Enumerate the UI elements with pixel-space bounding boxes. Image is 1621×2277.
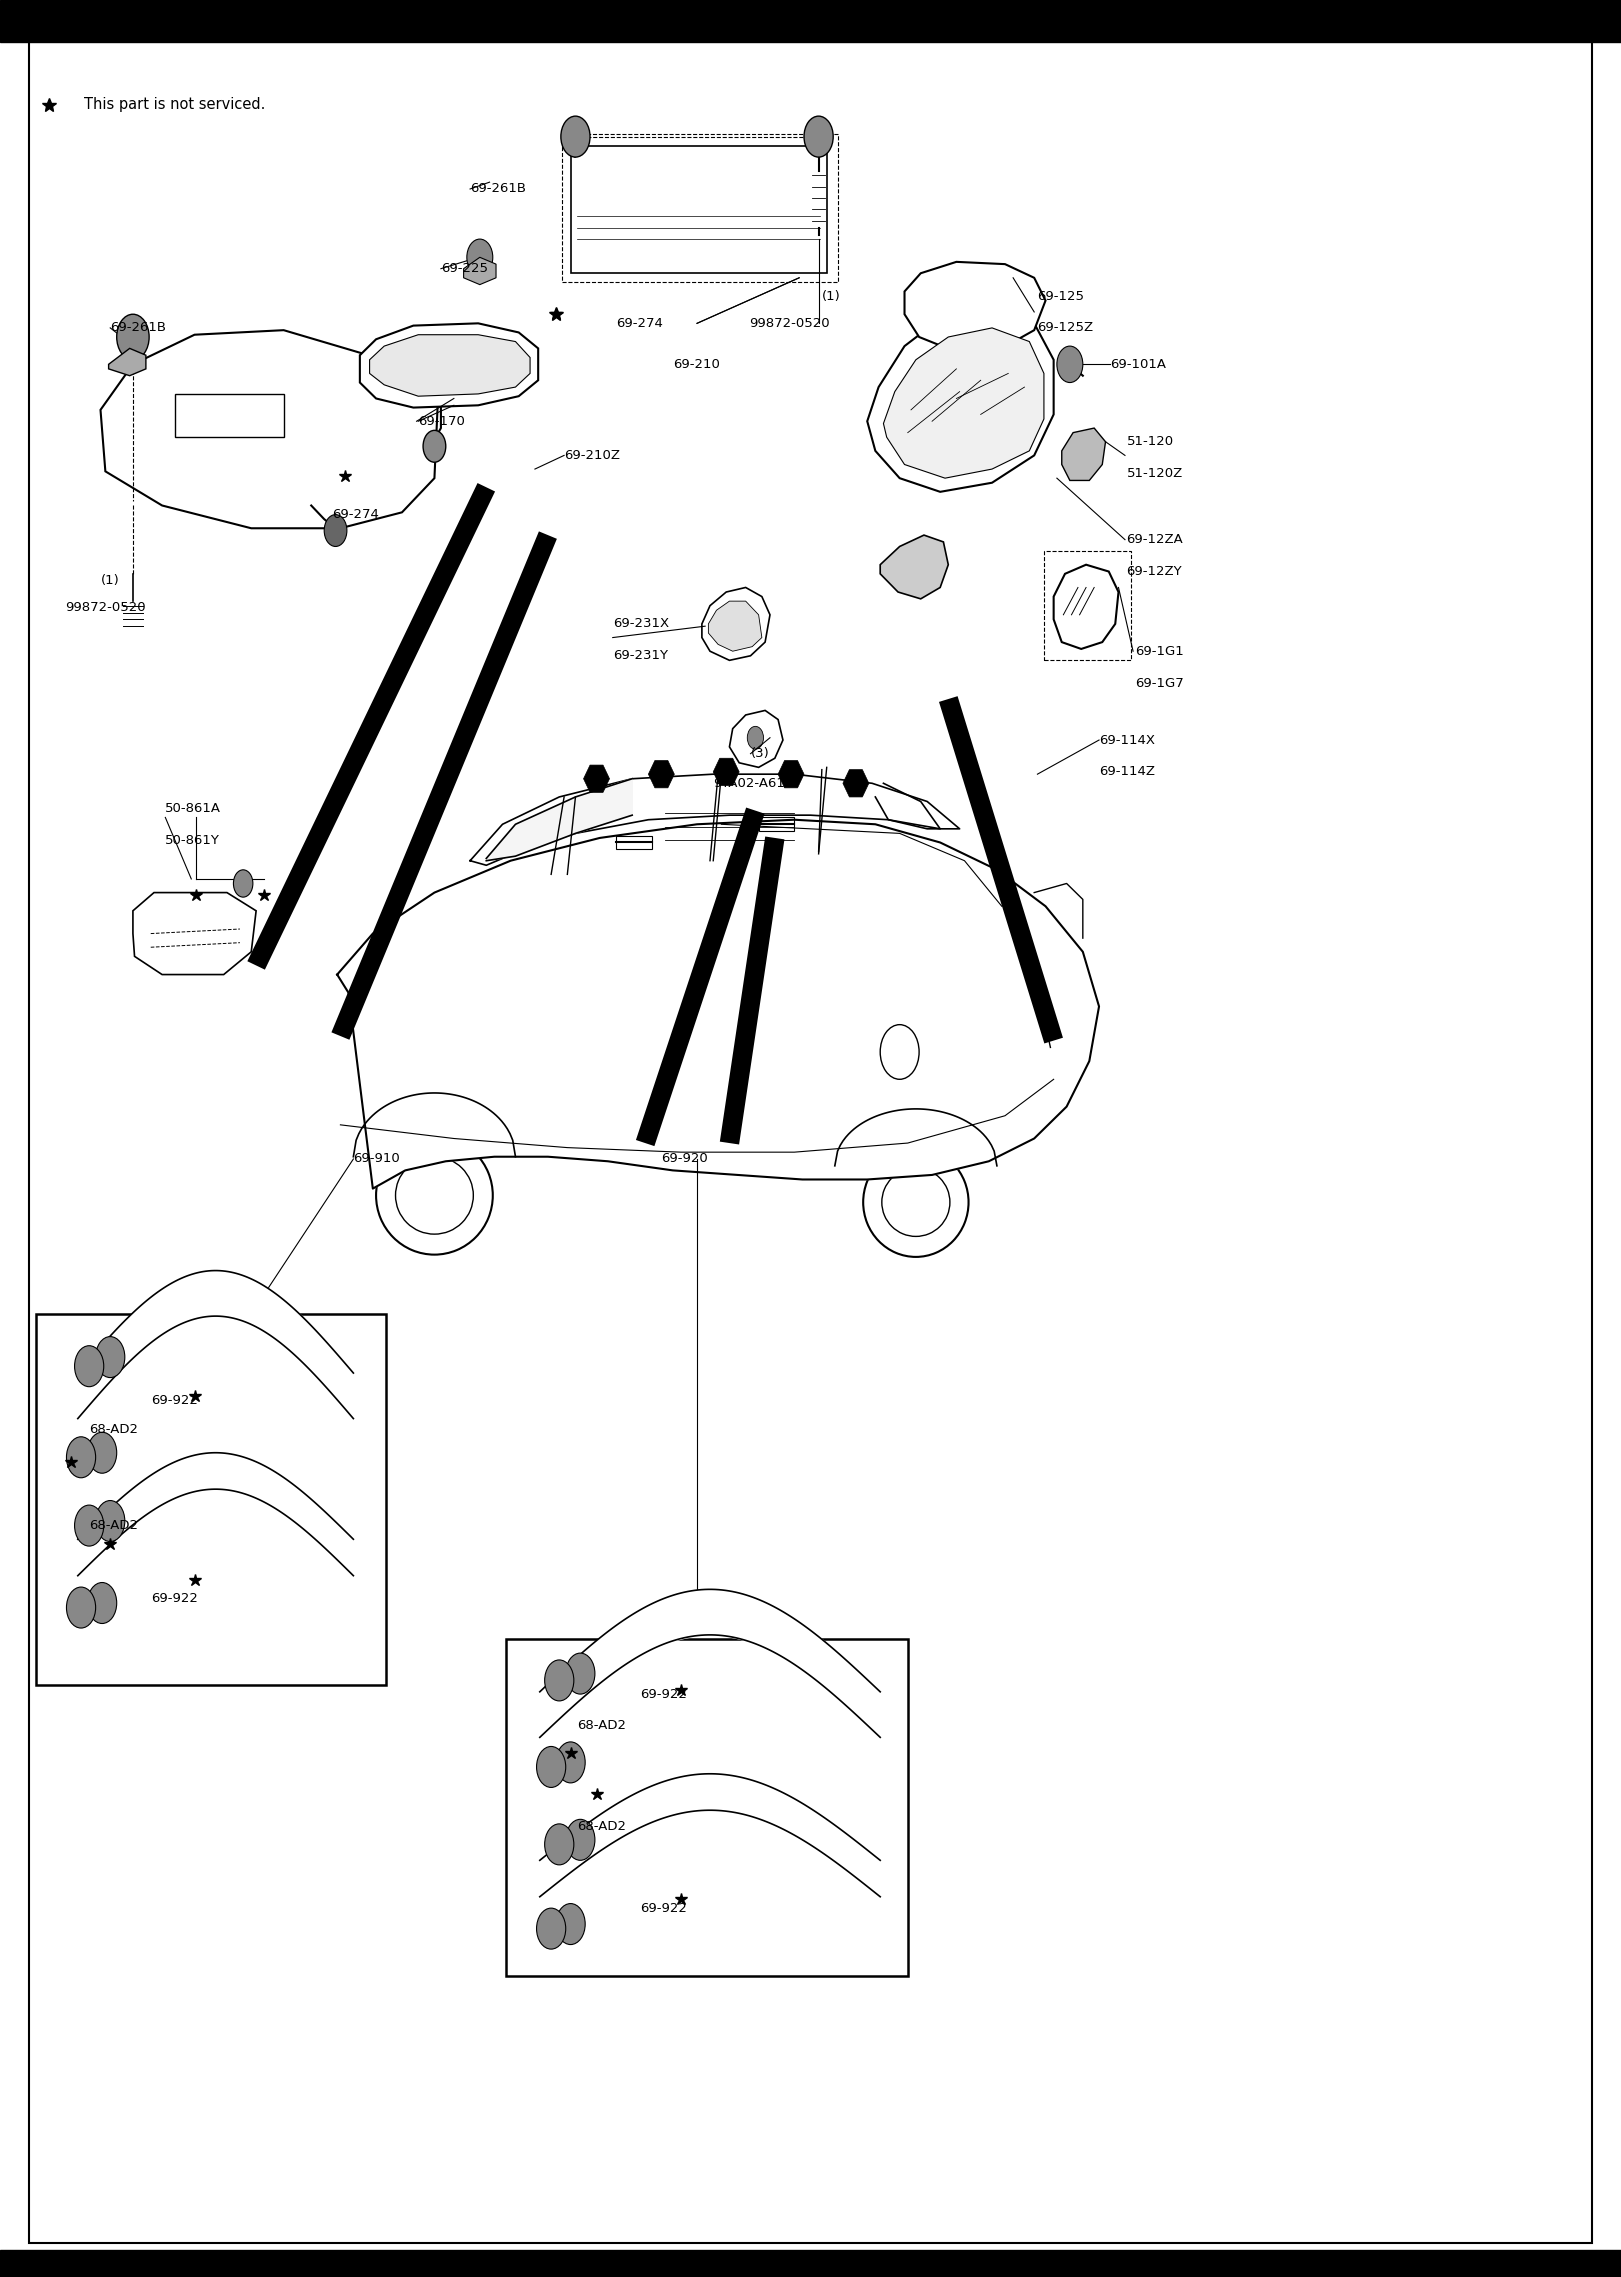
- Circle shape: [545, 1824, 574, 1865]
- Bar: [36, 1314, 386, 1685]
- Text: This part is not serviced.: This part is not serviced.: [84, 98, 266, 112]
- Bar: [1044, 551, 1131, 660]
- Circle shape: [804, 116, 833, 157]
- Polygon shape: [109, 348, 146, 376]
- Circle shape: [233, 870, 253, 897]
- Text: 68-AD2: 68-AD2: [89, 1423, 138, 1437]
- Polygon shape: [648, 761, 674, 788]
- Text: 69-170: 69-170: [418, 414, 465, 428]
- Polygon shape: [370, 335, 530, 396]
- Circle shape: [556, 1742, 585, 1783]
- Text: 69-261B: 69-261B: [110, 321, 167, 335]
- Circle shape: [537, 1746, 566, 1787]
- Text: 50-861Y: 50-861Y: [165, 833, 220, 847]
- Text: 69-101A: 69-101A: [1110, 357, 1167, 371]
- Polygon shape: [867, 310, 1054, 492]
- Bar: [0, 0, 1621, 41]
- Circle shape: [75, 1346, 104, 1387]
- Bar: [0, 2250, 1621, 2277]
- Circle shape: [561, 116, 590, 157]
- Circle shape: [747, 726, 763, 749]
- Text: 68-AD2: 68-AD2: [577, 1719, 626, 1733]
- Circle shape: [66, 1587, 96, 1628]
- Circle shape: [423, 430, 446, 462]
- Text: 68-AD2: 68-AD2: [89, 1519, 138, 1532]
- Polygon shape: [713, 758, 739, 786]
- Polygon shape: [702, 587, 770, 660]
- Circle shape: [66, 1437, 96, 1478]
- Circle shape: [88, 1432, 117, 1473]
- Text: 69-910: 69-910: [353, 1152, 400, 1166]
- Polygon shape: [729, 710, 783, 767]
- Circle shape: [467, 239, 493, 276]
- Circle shape: [556, 1904, 585, 1945]
- Text: 69-125: 69-125: [1037, 289, 1084, 303]
- Circle shape: [566, 1653, 595, 1694]
- Text: 69-12ZY: 69-12ZY: [1127, 565, 1182, 578]
- Polygon shape: [880, 535, 948, 599]
- Polygon shape: [883, 328, 1044, 478]
- Text: 69-922: 69-922: [151, 1394, 198, 1407]
- Circle shape: [537, 1908, 566, 1949]
- Text: 69-231Y: 69-231Y: [613, 649, 668, 663]
- Polygon shape: [470, 774, 960, 865]
- Polygon shape: [133, 893, 256, 975]
- Circle shape: [566, 1819, 595, 1860]
- Polygon shape: [1054, 565, 1118, 649]
- Polygon shape: [843, 770, 869, 797]
- Polygon shape: [337, 820, 1099, 1189]
- Circle shape: [1057, 346, 1083, 383]
- Text: 69-274: 69-274: [332, 508, 379, 521]
- Bar: [562, 134, 838, 282]
- Circle shape: [117, 314, 149, 360]
- Text: 9YA02-A612: 9YA02-A612: [713, 776, 794, 790]
- Polygon shape: [905, 262, 1046, 351]
- Text: 69-125Z: 69-125Z: [1037, 321, 1094, 335]
- Circle shape: [75, 1505, 104, 1546]
- Bar: [506, 1639, 908, 1976]
- Text: 50-861A: 50-861A: [165, 802, 222, 815]
- Circle shape: [88, 1583, 117, 1624]
- Text: 69-261B: 69-261B: [470, 182, 527, 196]
- Text: 51-120: 51-120: [1127, 435, 1174, 449]
- Text: 69-1G1: 69-1G1: [1135, 644, 1183, 658]
- Polygon shape: [101, 330, 438, 528]
- Polygon shape: [464, 257, 496, 285]
- Text: 69-225: 69-225: [441, 262, 488, 276]
- Text: 69-1G7: 69-1G7: [1135, 676, 1183, 690]
- Circle shape: [96, 1337, 125, 1378]
- Circle shape: [96, 1501, 125, 1542]
- Polygon shape: [486, 779, 632, 861]
- Text: 69-114X: 69-114X: [1099, 733, 1156, 747]
- Polygon shape: [708, 601, 762, 651]
- Polygon shape: [778, 761, 804, 788]
- Polygon shape: [1062, 428, 1106, 480]
- Text: 99872-0520: 99872-0520: [749, 317, 830, 330]
- Text: 69-114Z: 69-114Z: [1099, 765, 1156, 779]
- Text: 69-274: 69-274: [616, 317, 663, 330]
- Polygon shape: [360, 323, 538, 408]
- Text: 69-210Z: 69-210Z: [564, 449, 621, 462]
- Text: 69-920: 69-920: [661, 1152, 708, 1166]
- Bar: [616, 836, 652, 849]
- Text: 68-AD2: 68-AD2: [577, 1819, 626, 1833]
- Text: 69-12ZA: 69-12ZA: [1127, 533, 1183, 546]
- Text: (3): (3): [751, 747, 770, 761]
- Text: (1): (1): [101, 574, 120, 587]
- Text: 69-922: 69-922: [640, 1901, 687, 1915]
- Bar: [571, 146, 827, 273]
- Polygon shape: [584, 765, 609, 792]
- Text: 69-922: 69-922: [640, 1687, 687, 1701]
- Circle shape: [545, 1660, 574, 1701]
- Text: 99872-0520: 99872-0520: [65, 601, 146, 615]
- Text: 69-922: 69-922: [151, 1592, 198, 1605]
- Circle shape: [324, 515, 347, 546]
- Text: 51-120Z: 51-120Z: [1127, 467, 1183, 480]
- Text: 69-231X: 69-231X: [613, 617, 669, 631]
- Text: 69-210: 69-210: [673, 357, 720, 371]
- Bar: [759, 817, 794, 831]
- Text: (1): (1): [822, 289, 841, 303]
